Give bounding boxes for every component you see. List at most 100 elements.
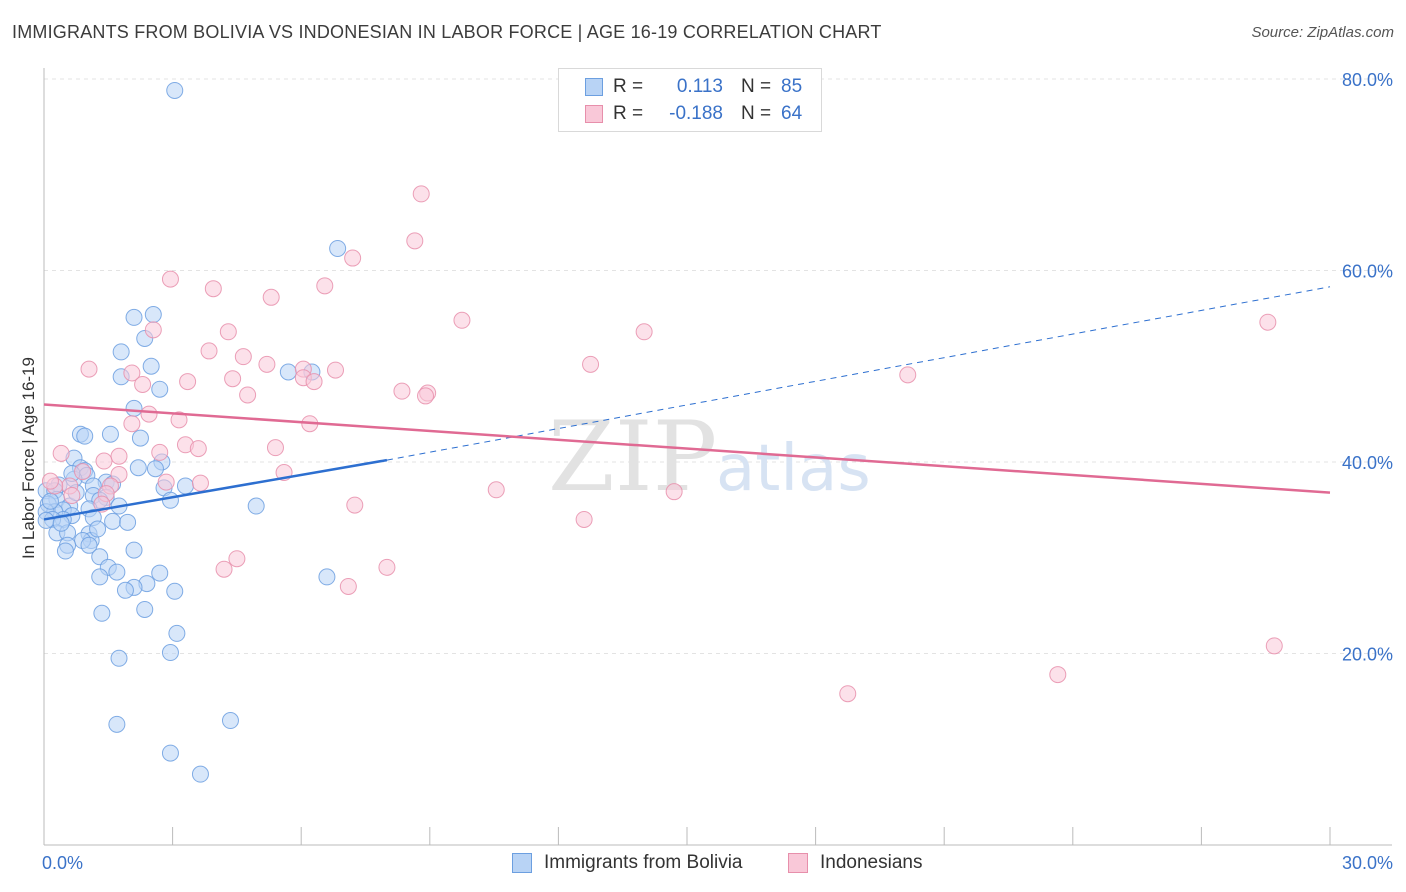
legend-label-indonesians: Indonesians (820, 852, 923, 873)
data-point (176, 477, 194, 495)
trend-line (43, 403, 1331, 494)
data-point (41, 472, 59, 490)
data-point (346, 496, 364, 514)
series-indonesians-points (41, 185, 1283, 703)
data-point (258, 355, 276, 373)
data-point (110, 649, 128, 667)
data-point (575, 510, 593, 528)
data-point (200, 342, 218, 360)
data-point (89, 520, 107, 538)
data-point (146, 460, 164, 478)
data-point (378, 558, 396, 576)
watermark-zip: ZIP (548, 401, 717, 513)
data-point (144, 321, 162, 339)
data-point (899, 366, 917, 384)
data-point (582, 355, 600, 373)
data-point (129, 459, 147, 477)
data-point (110, 465, 128, 483)
legend-label-bolivia: Immigrants from Bolivia (544, 852, 743, 873)
trend-line-extension (386, 286, 1331, 461)
data-point (247, 497, 265, 515)
y-tick-label: 40.0% (1342, 453, 1393, 473)
data-point (224, 370, 242, 388)
y-axis-label: In Labor Force | Age 16-19 (19, 357, 38, 559)
legend-item-bolivia[interactable]: Immigrants from Bolivia (512, 852, 743, 874)
legend-row-bolivia: R = 0.113 N = 85 (585, 75, 802, 99)
data-point (108, 715, 126, 733)
data-point (104, 512, 122, 530)
data-point (170, 411, 188, 429)
data-point (166, 81, 184, 99)
data-point (262, 288, 280, 306)
data-point (189, 440, 207, 458)
data-point (136, 600, 154, 618)
data-point (318, 568, 336, 586)
data-point (191, 765, 209, 783)
data-point (406, 232, 424, 250)
data-point (215, 560, 233, 578)
watermark: ZIP atlas (548, 401, 871, 513)
data-point (1259, 313, 1277, 331)
legend-swatch-bolivia (512, 853, 532, 873)
data-point (142, 357, 160, 375)
data-point (665, 483, 683, 501)
data-point (329, 239, 347, 257)
data-point (63, 487, 81, 505)
data-point (326, 361, 344, 379)
data-point (487, 481, 505, 499)
data-point (125, 541, 143, 559)
legend-r-label: R = (613, 76, 644, 97)
data-point (239, 386, 257, 404)
data-point (344, 249, 362, 267)
data-point (93, 604, 111, 622)
data-point (151, 564, 169, 582)
data-point (123, 364, 141, 382)
chart-title: IMMIGRANTS FROM BOLIVIA VS INDONESIAN IN… (12, 22, 882, 42)
data-point (412, 185, 430, 203)
data-point (151, 443, 169, 461)
data-point (95, 452, 113, 470)
data-point (417, 387, 435, 405)
stats-legend: R = 0.113 N = 85 R = -0.188 N = 64 (558, 68, 822, 132)
data-point (161, 744, 179, 762)
data-point (125, 308, 143, 326)
data-point (76, 427, 94, 445)
legend-n-value: 85 (781, 76, 803, 97)
data-point (119, 513, 137, 531)
data-point (151, 380, 169, 398)
data-point (266, 439, 284, 457)
data-point (1049, 666, 1067, 684)
data-point (41, 492, 59, 510)
legend-row-indonesians: R = -0.188 N = 64 (585, 102, 802, 126)
data-point (316, 277, 334, 295)
data-point (166, 582, 184, 600)
data-point (221, 712, 239, 730)
gridlines (44, 78, 1392, 654)
legend-item-indonesians[interactable]: Indonesians (788, 852, 922, 874)
data-point (161, 491, 179, 509)
tick-labels: 20.0% 40.0% 60.0% 80.0% 0.0% 30.0% (42, 70, 1393, 873)
data-point (339, 577, 357, 595)
legend-n-label: N = (741, 76, 772, 97)
x-tick-label: 0.0% (42, 853, 83, 873)
legend-r-value: -0.188 (669, 103, 723, 124)
data-point (74, 463, 92, 481)
y-tick-label: 60.0% (1342, 262, 1393, 282)
data-point (123, 415, 141, 433)
data-point (157, 473, 175, 491)
data-point (80, 360, 98, 378)
legend-r-value: 0.113 (676, 76, 723, 97)
data-point (134, 375, 152, 393)
data-point (204, 280, 222, 298)
axes (43, 68, 1392, 846)
data-point (140, 405, 158, 423)
x-tick-label: 30.0% (1342, 853, 1393, 873)
data-point (56, 542, 74, 560)
data-point (635, 323, 653, 341)
data-point (161, 644, 179, 662)
data-point (80, 536, 98, 554)
data-point (305, 373, 323, 391)
data-point (228, 550, 246, 568)
data-point (179, 373, 197, 391)
